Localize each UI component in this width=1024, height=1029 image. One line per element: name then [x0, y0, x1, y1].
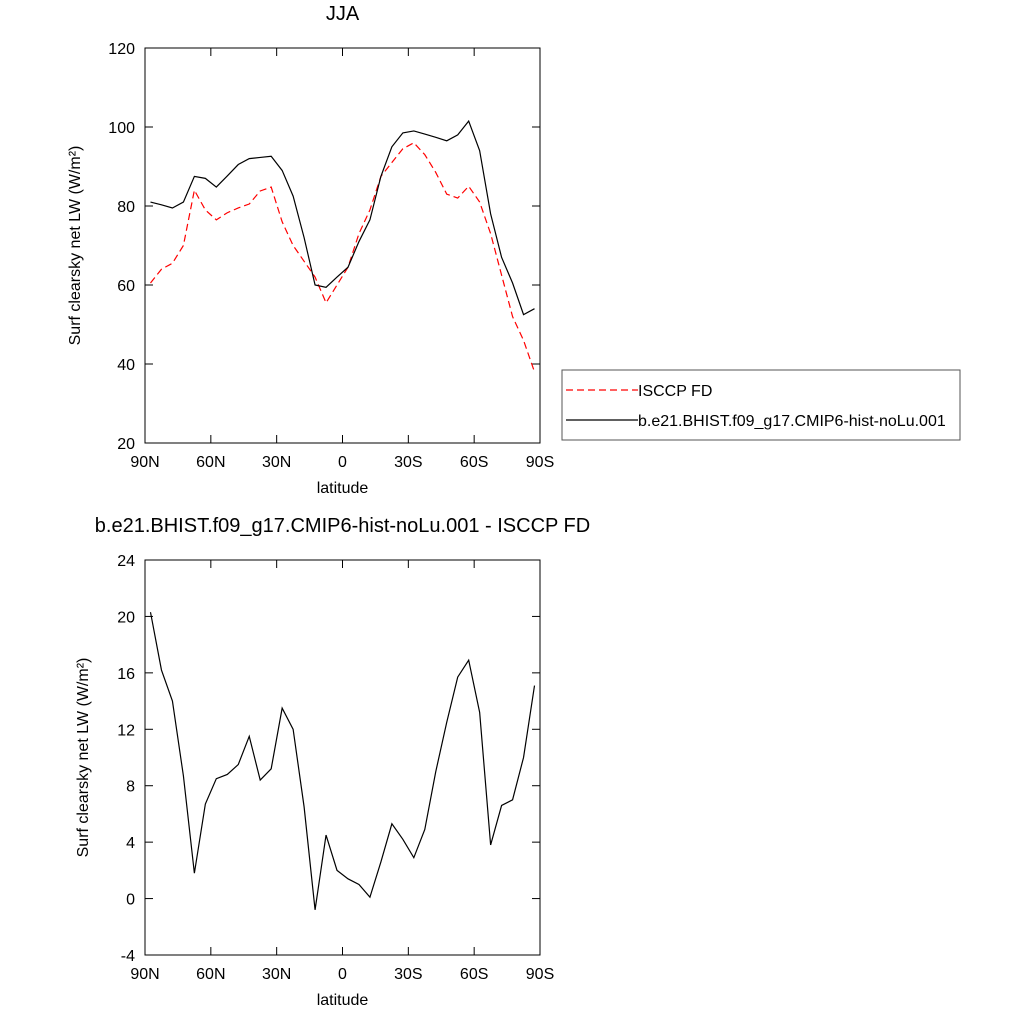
- x-axis-label: latitude: [317, 480, 369, 497]
- x-tick-label: 90N: [130, 454, 159, 471]
- x-tick-label: 90S: [526, 454, 554, 471]
- y-tick-label: 12: [117, 722, 135, 739]
- data-line: [150, 119, 535, 316]
- y-tick-label: 16: [117, 666, 135, 683]
- x-tick-label: 90N: [130, 966, 159, 983]
- y-tick-label: 24: [117, 553, 135, 570]
- x-axis-label: latitude: [317, 992, 369, 1009]
- y-tick-label: 20: [117, 609, 135, 626]
- y-tick-label: 100: [108, 120, 135, 137]
- y-tick-label: 0: [126, 892, 135, 909]
- y-tick-label: 20: [117, 436, 135, 453]
- y-tick-label: 120: [108, 41, 135, 58]
- chart-title: b.e21.BHIST.f09_g17.CMIP6-hist-noLu.001 …: [95, 515, 590, 537]
- chart-title: JJA: [326, 3, 360, 25]
- plot-frame: [144, 559, 541, 956]
- y-tick-label: 4: [126, 835, 135, 852]
- plot-frame: [144, 47, 541, 444]
- x-tick-label: 30S: [394, 966, 422, 983]
- legend-label: ISCCP FD: [638, 383, 712, 400]
- x-tick-label: 30S: [394, 454, 422, 471]
- legend-box: [561, 369, 961, 441]
- x-tick-label: 30N: [262, 966, 291, 983]
- x-tick-label: 0: [338, 454, 347, 471]
- legend-label: b.e21.BHIST.f09_g17.CMIP6-hist-noLu.001: [638, 413, 946, 430]
- y-tick-label: -4: [121, 948, 135, 965]
- y-tick-label: 8: [126, 779, 135, 796]
- x-tick-label: 30N: [262, 454, 291, 471]
- y-tick-label: 40: [117, 357, 135, 374]
- y-tick-label: 80: [117, 199, 135, 216]
- x-tick-label: 90S: [526, 966, 554, 983]
- x-tick-label: 60S: [460, 966, 488, 983]
- y-axis-label: Surf clearsky net LW (W/m²): [75, 658, 92, 858]
- y-tick-label: 60: [117, 278, 135, 295]
- x-tick-label: 60N: [196, 454, 225, 471]
- x-tick-label: 60N: [196, 966, 225, 983]
- data-line: [149, 612, 536, 910]
- x-tick-label: 0: [338, 966, 347, 983]
- x-tick-label: 60S: [460, 454, 488, 471]
- data-line: [150, 142, 536, 373]
- y-axis-label: Surf clearsky net LW (W/m²): [67, 146, 84, 346]
